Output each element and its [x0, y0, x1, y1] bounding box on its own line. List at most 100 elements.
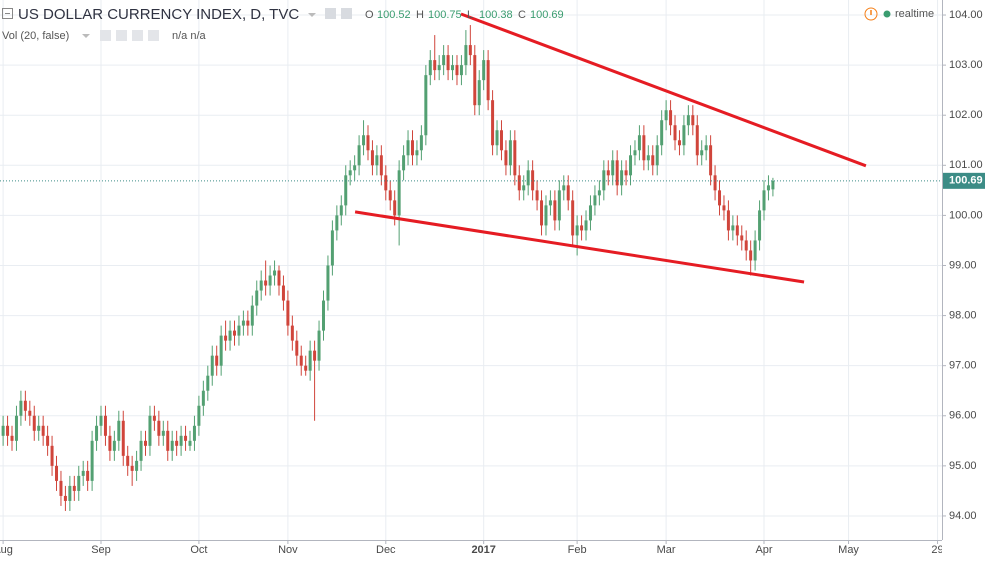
candle-body — [353, 165, 357, 171]
candle-body — [228, 330, 232, 341]
candle-body — [81, 470, 85, 476]
candle-body — [148, 415, 152, 446]
candle-body — [19, 400, 23, 416]
candle-body — [695, 125, 699, 156]
candle-body — [540, 200, 544, 226]
x-tick-label: 29 — [931, 544, 943, 556]
candle-body — [388, 190, 392, 201]
y-tick-label: 104.00 — [949, 9, 983, 21]
close-icon[interactable] — [341, 8, 352, 19]
candle-body — [28, 410, 32, 416]
candle-body — [250, 305, 254, 326]
candle-body — [451, 65, 455, 71]
y-tick-label: 94.00 — [949, 510, 977, 522]
candle-body — [486, 60, 490, 101]
candle-body — [406, 140, 410, 156]
y-tick-label: 100.00 — [949, 209, 983, 221]
candle-body — [152, 415, 156, 421]
candle-body — [713, 175, 717, 191]
candle-body — [766, 185, 770, 191]
candle-body — [10, 435, 14, 441]
candle-body — [677, 140, 681, 146]
open-label: O — [365, 9, 374, 21]
candle-body — [562, 185, 566, 191]
candle-body — [72, 485, 76, 491]
candle-body — [59, 480, 63, 496]
candle-body — [281, 285, 285, 301]
candle-body — [709, 145, 713, 176]
candle-body — [255, 290, 259, 306]
y-tick-label: 99.00 — [949, 259, 977, 271]
candle-body — [14, 415, 18, 441]
candle-body — [335, 215, 339, 231]
candle-body — [210, 355, 214, 376]
candle-body — [499, 130, 503, 151]
price-tag-label: 100.69 — [949, 175, 983, 187]
volume-values: n/a n/a — [172, 30, 207, 42]
x-tick-label: Sep — [91, 544, 111, 556]
candle-body — [268, 275, 272, 286]
candle-body — [357, 145, 361, 166]
candle-body — [660, 120, 664, 146]
candle-body — [771, 180, 775, 190]
candle-body — [188, 440, 192, 446]
x-tick-label: Nov — [278, 544, 298, 556]
volume-icon-1[interactable] — [100, 30, 111, 41]
candle-body — [246, 320, 250, 326]
low-value: 100.38 — [479, 9, 513, 21]
y-tick-label: 101.00 — [949, 159, 983, 171]
candle-body — [424, 75, 428, 136]
candle-body — [615, 160, 619, 186]
candle-body — [477, 80, 481, 106]
y-tick-label: 96.00 — [949, 410, 977, 422]
candle-body — [23, 400, 27, 411]
candle-body — [264, 280, 268, 286]
candle-body — [602, 170, 606, 191]
candle-body — [606, 170, 610, 176]
settings-icon[interactable] — [325, 8, 336, 19]
candle-body — [415, 150, 419, 156]
candle-body — [642, 135, 646, 161]
candle-body — [544, 205, 548, 226]
candle-body — [442, 55, 446, 66]
candle-body — [504, 150, 508, 166]
candle-body — [241, 320, 245, 326]
candle-body — [157, 420, 161, 436]
candle-body — [744, 240, 748, 251]
dropdown-icon[interactable] — [308, 13, 316, 17]
x-tick-label: Feb — [568, 544, 587, 556]
collapse-icon[interactable] — [2, 8, 13, 19]
candle-body — [46, 435, 50, 446]
volume-icon-3[interactable] — [132, 30, 143, 41]
volume-dropdown[interactable] — [82, 34, 90, 38]
candle-body — [139, 440, 143, 461]
high-value: 100.75 — [428, 9, 462, 21]
candle-body — [455, 65, 459, 76]
candle-body — [459, 65, 463, 76]
warning-icon[interactable] — [864, 7, 878, 21]
trend-line — [354, 210, 805, 284]
candle-body — [735, 225, 739, 236]
volume-icon-2[interactable] — [116, 30, 127, 41]
y-tick-label: 98.00 — [949, 309, 977, 321]
candle-body — [491, 100, 495, 146]
low-label: L — [467, 9, 473, 21]
candle-body — [691, 115, 695, 126]
candle-body — [593, 195, 597, 206]
x-tick-label: Aug — [0, 544, 13, 556]
candle-body — [633, 150, 637, 156]
close-value: 100.69 — [530, 9, 564, 21]
y-tick-label: 102.00 — [949, 109, 983, 121]
candle-body — [655, 145, 659, 166]
candle-body — [175, 440, 179, 446]
volume-icon-4[interactable] — [148, 30, 159, 41]
price-axis — [942, 0, 985, 561]
candle-body — [624, 170, 628, 176]
candle-body — [330, 230, 334, 266]
candle-body — [740, 235, 744, 241]
candle-body — [63, 495, 67, 501]
candle-body — [637, 135, 641, 151]
candle-body — [700, 150, 704, 156]
y-tick-label: 95.00 — [949, 460, 977, 472]
